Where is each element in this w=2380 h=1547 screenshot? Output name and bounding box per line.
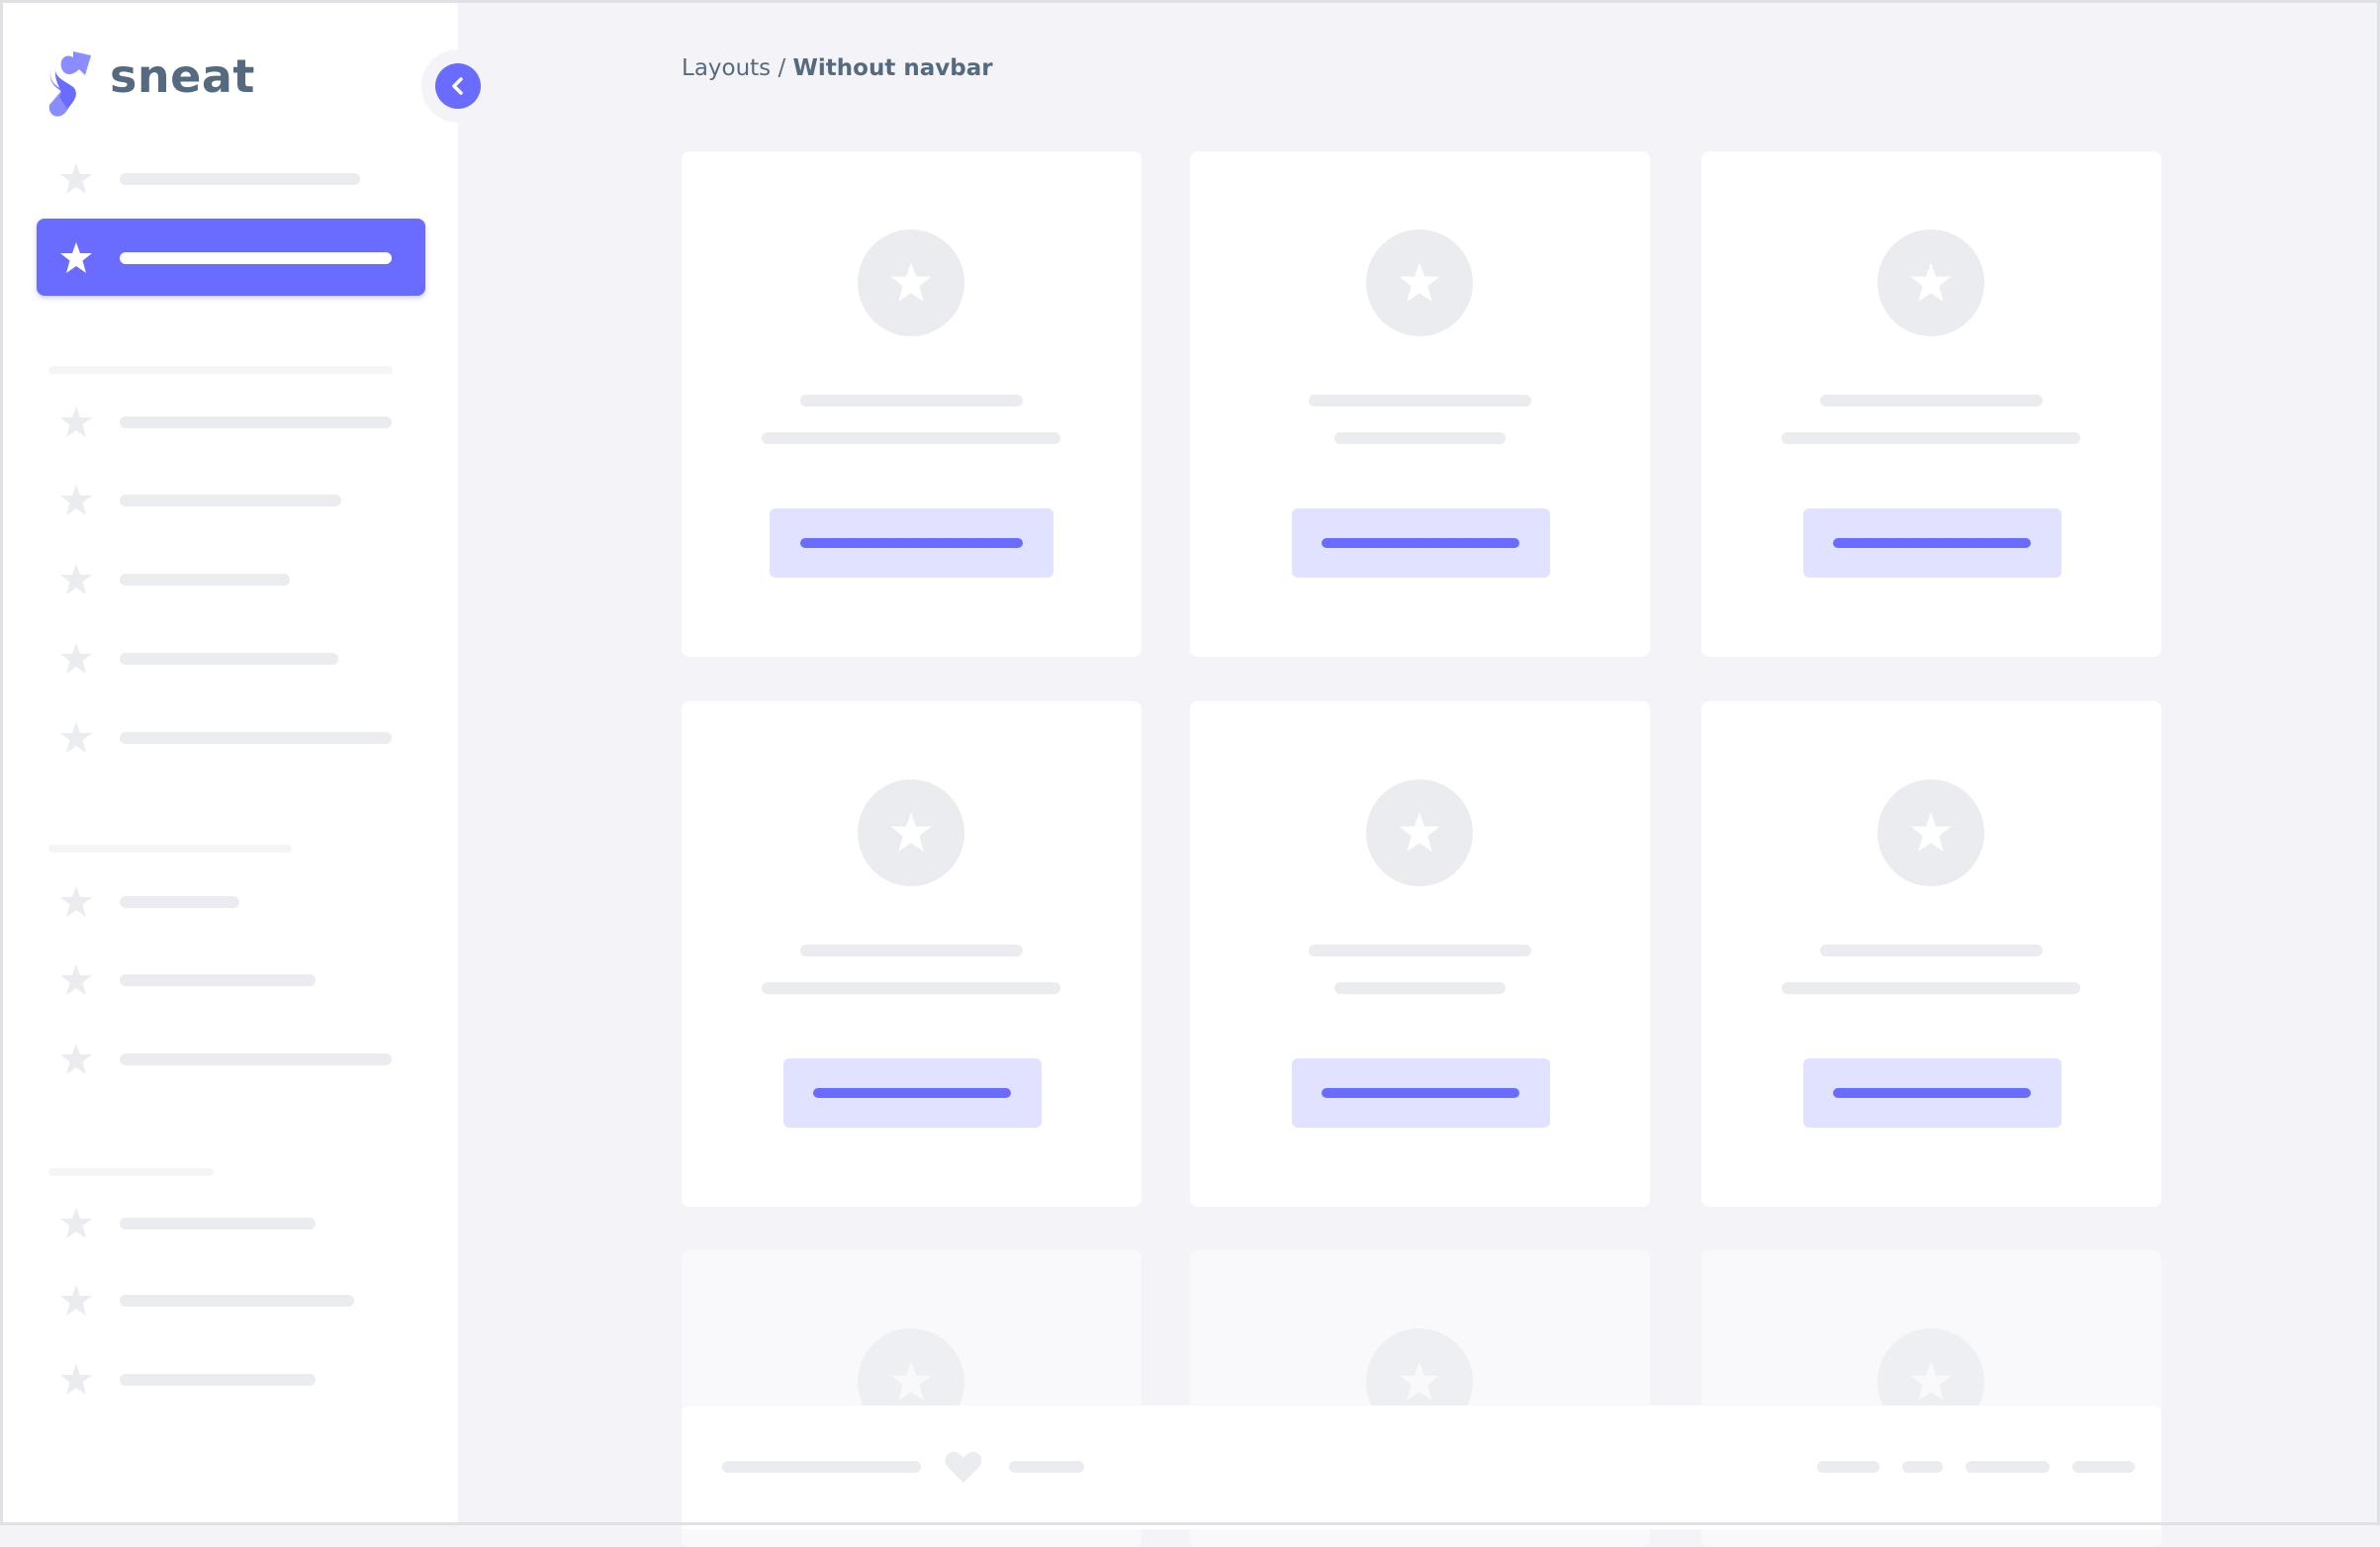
card-avatar <box>1366 229 1473 336</box>
card-action-button[interactable] <box>783 1058 1042 1128</box>
star-icon <box>890 1361 932 1402</box>
card-text-placeholder <box>762 982 1060 994</box>
star-icon <box>1910 812 1952 853</box>
card-action-label-placeholder <box>1322 538 1519 548</box>
star-icon <box>1399 1361 1440 1402</box>
card-avatar <box>1877 779 1984 886</box>
sidebar-section-divider <box>48 366 393 374</box>
sidebar-item-label-placeholder <box>120 653 338 665</box>
star-icon <box>60 964 92 995</box>
sidebar-section-divider <box>48 845 292 853</box>
sidebar-item-label-placeholder <box>120 1053 392 1065</box>
card-avatar <box>858 229 964 336</box>
card <box>1701 151 2161 657</box>
card-action-button[interactable] <box>1292 508 1550 578</box>
star-icon <box>60 1285 92 1316</box>
card-action-label-placeholder <box>800 538 1023 548</box>
card-action-label-placeholder <box>1322 1088 1519 1098</box>
sidebar-item-label-placeholder <box>120 173 360 185</box>
footer-link-placeholder[interactable] <box>1009 1461 1084 1473</box>
sidebar-item-label-placeholder <box>120 732 392 744</box>
card-avatar <box>1877 229 1984 336</box>
heart-icon <box>945 1451 982 1483</box>
star-icon <box>60 163 92 194</box>
brand-name: sneat <box>110 49 255 103</box>
card <box>1701 701 2161 1207</box>
breadcrumb-separator: / <box>771 55 793 81</box>
card <box>1190 151 1650 657</box>
sidebar-item-label-placeholder <box>120 1295 354 1307</box>
star-icon <box>1910 262 1952 303</box>
card-text-placeholder <box>1334 432 1506 444</box>
card-text-placeholder <box>1782 982 2080 994</box>
card-action-button[interactable] <box>1803 1058 2061 1128</box>
card <box>682 151 1142 657</box>
card-action-label-placeholder <box>1833 1088 2031 1098</box>
star-icon <box>60 1208 92 1238</box>
card-action-button[interactable] <box>770 508 1053 578</box>
sidebar-item-label-placeholder <box>120 416 392 428</box>
star-icon <box>60 1044 92 1074</box>
footer-text-placeholder <box>722 1461 921 1473</box>
sidebar-item-label-placeholder <box>120 574 290 586</box>
sidebar-item-label-placeholder <box>120 1374 316 1386</box>
footer-link-placeholder[interactable] <box>1902 1461 1943 1473</box>
card-action-label-placeholder <box>813 1088 1011 1098</box>
card-title-placeholder <box>1309 945 1531 956</box>
star-icon <box>60 242 92 273</box>
star-icon <box>60 1364 92 1395</box>
footer-link-placeholder[interactable] <box>2072 1461 2135 1473</box>
star-icon <box>1399 812 1440 853</box>
breadcrumb-parent[interactable]: Layouts <box>682 55 772 81</box>
card-title-placeholder <box>1309 395 1531 407</box>
sidebar: sneat <box>0 0 458 1525</box>
card-text-placeholder <box>762 432 1060 444</box>
card-action-label-placeholder <box>1833 538 2031 548</box>
sidebar-item-label-placeholder <box>120 1218 316 1229</box>
footer <box>682 1406 2161 1529</box>
star-icon <box>60 643 92 674</box>
card <box>1190 701 1650 1207</box>
breadcrumb: Layouts / Without navbar <box>682 55 993 81</box>
card-action-button[interactable] <box>1292 1058 1550 1128</box>
star-icon <box>1399 262 1440 303</box>
sidebar-item-label-placeholder <box>120 974 316 986</box>
star-icon <box>60 485 92 515</box>
sidebar-item-label-placeholder <box>120 495 341 506</box>
sidebar-item-label-placeholder <box>120 896 239 908</box>
sidebar-collapse-button[interactable] <box>435 63 481 109</box>
card-avatar <box>858 779 964 886</box>
card-avatar <box>1366 779 1473 886</box>
card-title-placeholder <box>800 395 1023 407</box>
star-icon <box>60 407 92 437</box>
card-title-placeholder <box>1820 395 2043 407</box>
chevron-left-icon <box>452 77 463 95</box>
star-icon <box>60 886 92 917</box>
star-icon <box>60 722 92 753</box>
card-text-placeholder <box>1334 982 1506 994</box>
star-icon <box>1910 1361 1952 1402</box>
card-text-placeholder <box>1782 432 2080 444</box>
star-icon <box>890 262 932 303</box>
card-action-button[interactable] <box>1803 508 2061 578</box>
sneat-logo-icon <box>48 51 91 117</box>
card <box>682 701 1142 1207</box>
footer-link-placeholder[interactable] <box>1817 1461 1879 1473</box>
card-title-placeholder <box>800 945 1023 956</box>
footer-link-placeholder[interactable] <box>1966 1461 2050 1473</box>
sidebar-item-label-placeholder <box>120 252 392 264</box>
star-icon <box>60 564 92 594</box>
sidebar-section-divider <box>48 1168 214 1176</box>
breadcrumb-current: Without navbar <box>792 55 993 81</box>
star-icon <box>890 812 932 853</box>
card-title-placeholder <box>1820 945 2043 956</box>
